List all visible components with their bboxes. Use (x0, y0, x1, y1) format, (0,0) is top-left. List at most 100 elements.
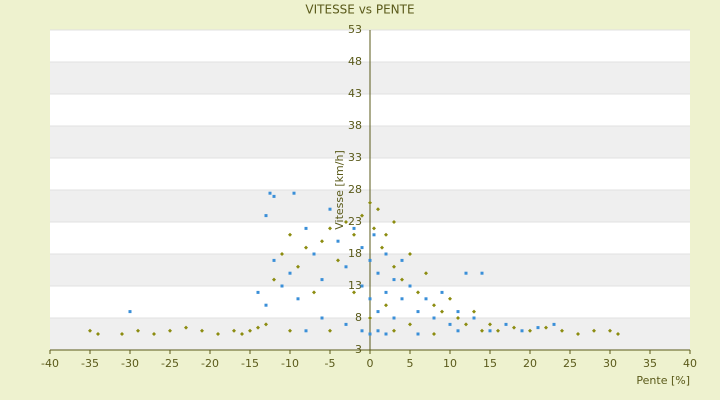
point (296, 264, 300, 269)
point (440, 309, 444, 314)
point (408, 322, 412, 327)
point (520, 329, 524, 333)
point (400, 277, 404, 282)
point (392, 220, 396, 224)
point (272, 277, 276, 282)
point (352, 290, 356, 295)
point (376, 310, 380, 314)
point (268, 191, 272, 195)
point (296, 297, 300, 301)
x-tick-label: -5 (325, 357, 336, 370)
point (336, 239, 340, 243)
point (288, 232, 292, 237)
point (376, 207, 380, 212)
point (368, 200, 372, 205)
point (312, 290, 316, 295)
point (120, 332, 124, 336)
point (344, 265, 348, 269)
point (416, 290, 420, 295)
point (424, 271, 428, 276)
point (456, 310, 460, 314)
point (280, 252, 284, 256)
point (448, 296, 452, 301)
point (368, 332, 372, 336)
point (88, 328, 92, 333)
point (320, 316, 324, 320)
x-tick-label: 15 (483, 357, 497, 370)
point (480, 328, 484, 333)
point (384, 232, 388, 237)
point (552, 322, 556, 326)
x-tick-label: -25 (161, 357, 179, 370)
point (408, 284, 412, 288)
x-tick-label: 20 (523, 357, 537, 370)
point (152, 332, 156, 336)
x-tick-label: 35 (643, 357, 657, 370)
x-tick-label: -35 (81, 357, 99, 370)
point (272, 194, 276, 198)
point (256, 325, 260, 330)
point (96, 332, 100, 336)
point (336, 258, 340, 263)
point (504, 322, 508, 326)
point (560, 328, 564, 333)
point (432, 332, 436, 336)
point (368, 316, 372, 320)
x-tick-label: 5 (407, 357, 414, 370)
point (312, 252, 316, 256)
point (360, 329, 364, 333)
x-tick-label: 30 (603, 357, 617, 370)
point (432, 316, 436, 320)
x-tick-label: 10 (443, 357, 457, 370)
point (400, 297, 404, 301)
point (408, 252, 412, 256)
point (200, 328, 204, 333)
point (344, 220, 348, 224)
point (416, 332, 420, 336)
point (288, 328, 292, 333)
point (472, 309, 476, 314)
point (372, 233, 376, 237)
point (424, 297, 428, 301)
point (128, 310, 132, 314)
point (616, 332, 620, 336)
y-tick-label: 23 (348, 215, 362, 228)
point (352, 226, 356, 230)
point (384, 290, 388, 294)
y-tick-label: 28 (348, 183, 362, 196)
point (288, 271, 292, 275)
chart-title: VITESSE vs PENTE (305, 3, 414, 17)
point (488, 322, 492, 327)
point (464, 271, 468, 275)
point (304, 245, 308, 250)
y-axis-title: Vitesse [km/h] (333, 150, 346, 230)
x-tick-label: -30 (121, 357, 139, 370)
point (320, 239, 324, 244)
point (488, 329, 492, 333)
point (512, 325, 516, 330)
point (264, 303, 268, 307)
point (344, 322, 348, 326)
point (592, 328, 596, 333)
point (184, 325, 188, 330)
point (168, 328, 172, 333)
y-tick-label: 18 (348, 247, 362, 260)
point (392, 328, 396, 333)
point (240, 332, 244, 336)
point (136, 328, 140, 333)
point (232, 328, 236, 333)
y-tick-label: 48 (348, 55, 362, 68)
point (400, 258, 404, 262)
point (360, 284, 364, 288)
y-tick-label: 38 (348, 119, 362, 132)
point (376, 271, 380, 275)
x-tick-label: 0 (367, 357, 374, 370)
x-tick-label: 40 (683, 357, 697, 370)
point (384, 252, 388, 256)
point (376, 329, 380, 333)
point (360, 246, 364, 250)
point (440, 290, 444, 294)
point (264, 214, 268, 218)
point (544, 325, 548, 330)
